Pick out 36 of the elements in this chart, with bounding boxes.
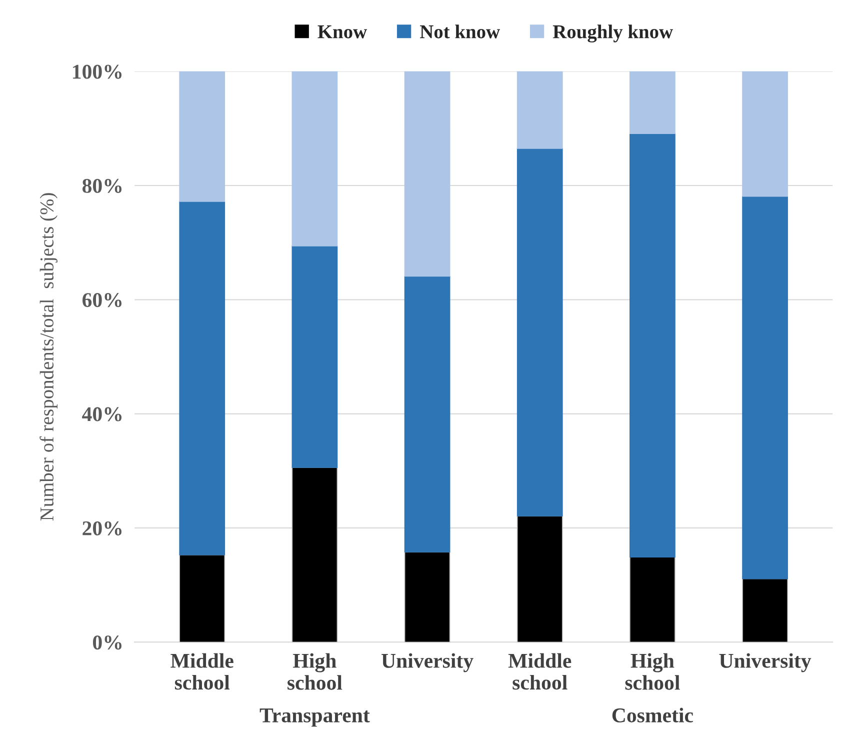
y-axis-title: Number of respondents/total subjects (%): [40, 193, 58, 521]
x-tick-label: High school: [288, 653, 342, 690]
bar: [292, 467, 338, 642]
bar: [630, 71, 676, 134]
bar: [516, 148, 563, 516]
y-tick-label: 60%: [82, 293, 122, 308]
y-tick-label: 100%: [73, 64, 122, 79]
bar: [630, 133, 676, 558]
x-tick-label: High school: [625, 653, 680, 690]
y-tick-label: 20%: [82, 521, 122, 536]
bar: [404, 71, 450, 277]
bar: [742, 71, 788, 197]
bar: [292, 71, 338, 246]
x-tick-label: University: [719, 653, 812, 672]
bar: [630, 556, 676, 642]
text: Cosmetic: [612, 708, 694, 722]
bar: [516, 516, 563, 642]
bar: [404, 552, 450, 642]
bar: [179, 554, 226, 642]
bar: [179, 201, 226, 556]
legend-label: Roughly know: [552, 24, 673, 42]
y-tick-label: 0%: [92, 635, 122, 650]
bar: [742, 196, 788, 580]
x-tick-label: Middle school: [508, 653, 572, 690]
x-tick-label: University: [382, 653, 474, 672]
bar: [179, 71, 226, 202]
bar: [516, 71, 563, 149]
y-tick-label: 40%: [82, 407, 122, 422]
text: Transparent: [260, 708, 370, 727]
legend-label: Know: [318, 25, 367, 38]
bar: [404, 276, 450, 552]
legend-label: Not know: [420, 24, 500, 38]
x-tick-label: Middle school: [170, 653, 234, 690]
y-tick-label: 80%: [82, 178, 122, 193]
bar: [742, 578, 788, 642]
bar: [292, 246, 338, 468]
